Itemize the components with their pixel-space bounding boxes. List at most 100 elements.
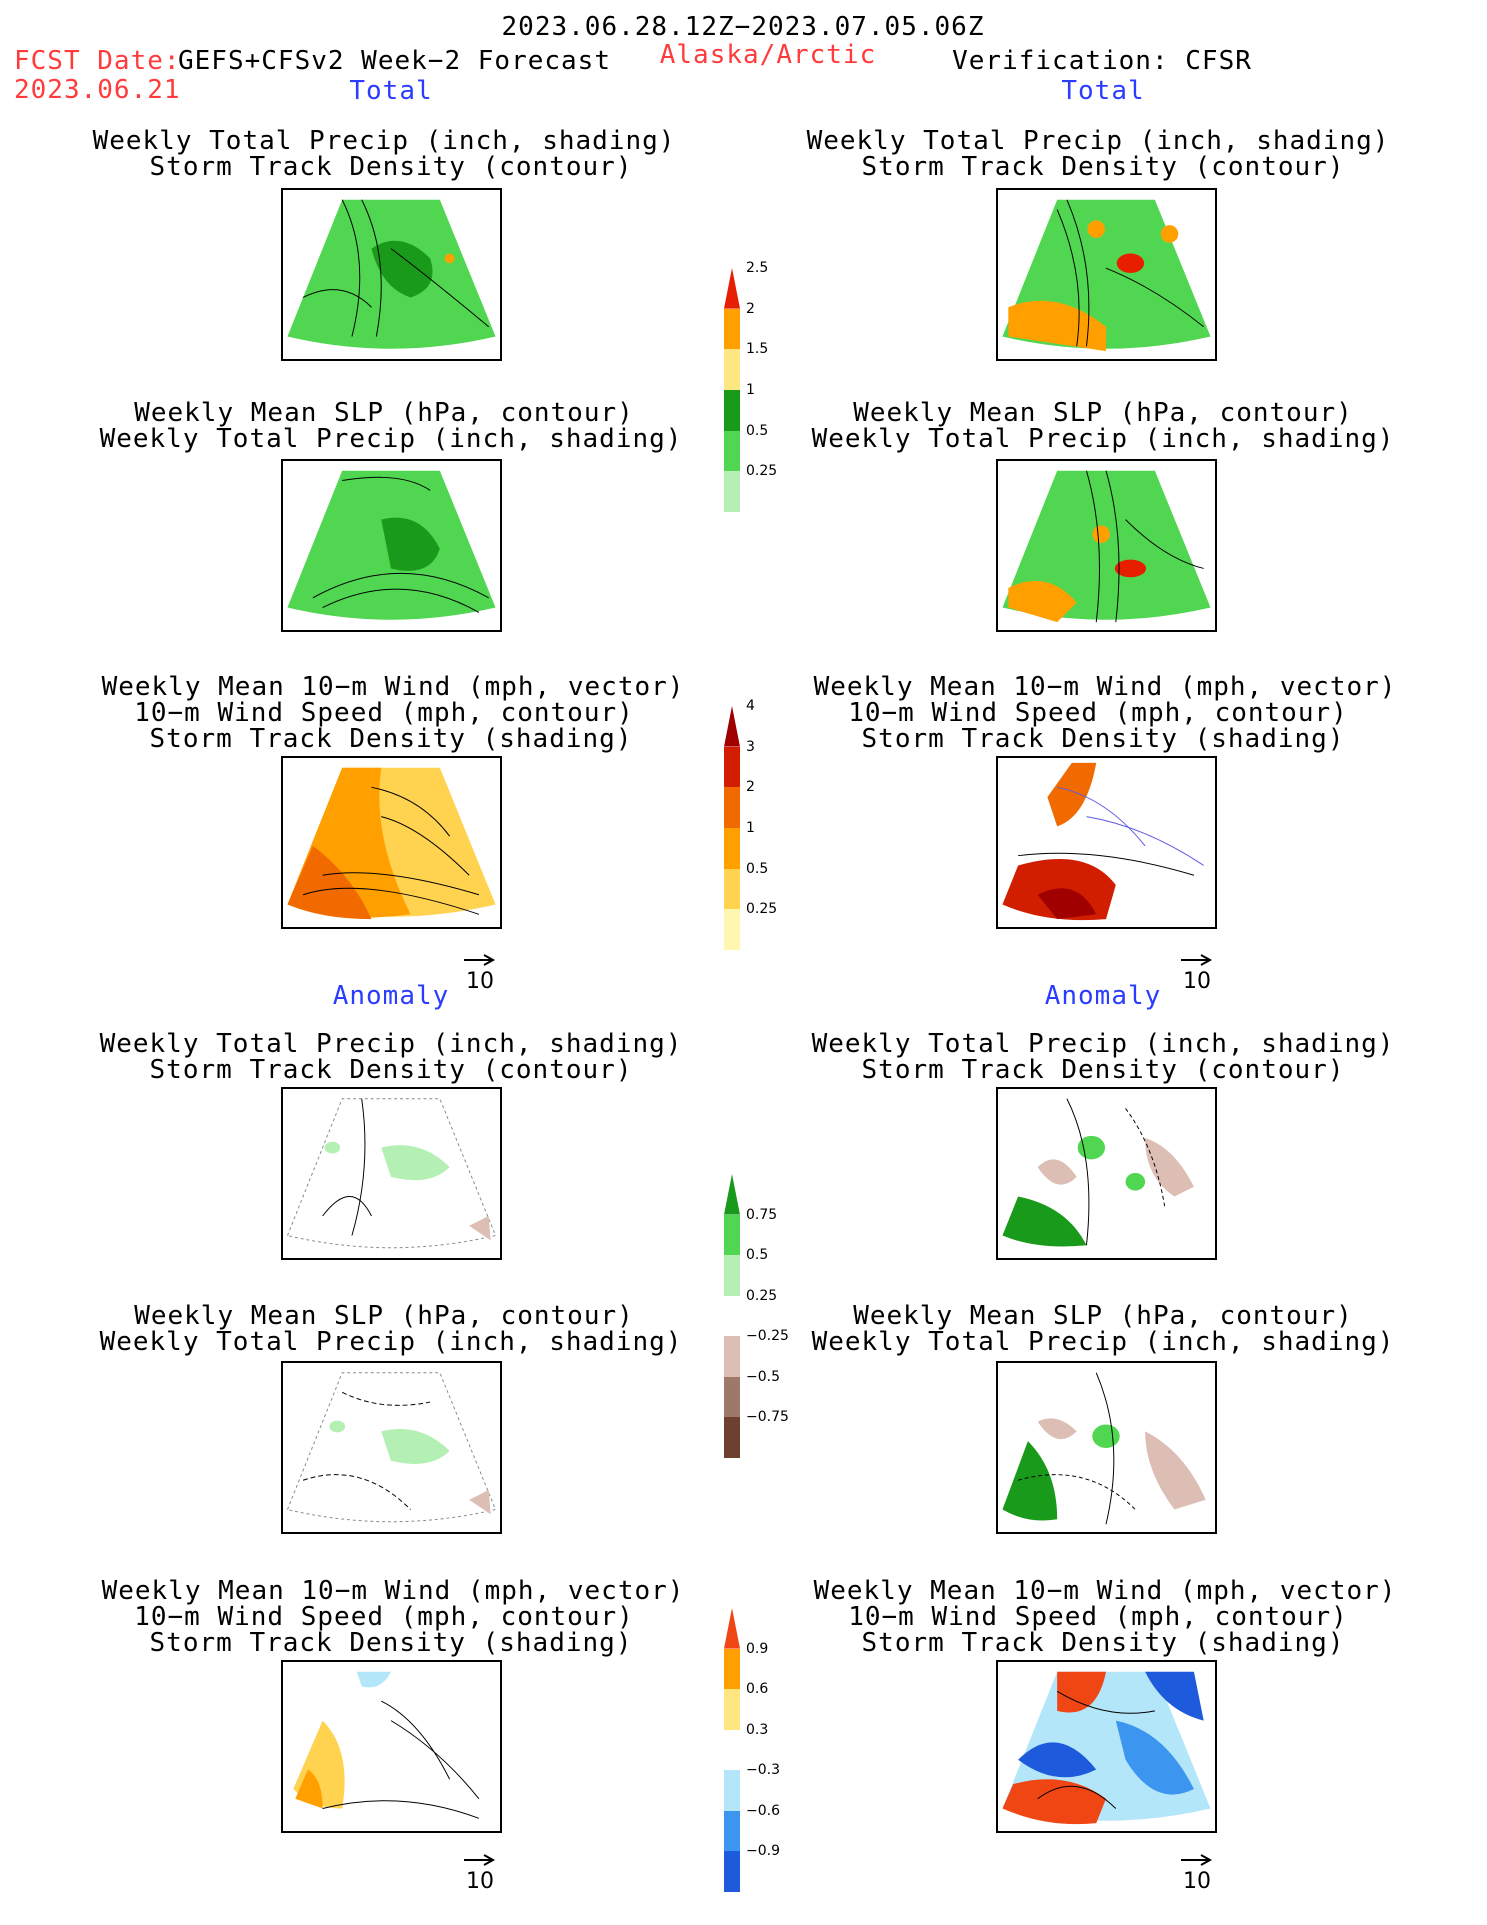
colorbar-precip-total: 0.25 0.5 1 1.5 2 2.5 — [724, 261, 777, 512]
colorbar-segment — [724, 268, 740, 309]
title-line: Storm Track Density (contour) — [149, 152, 633, 182]
colorbar-segment — [724, 1255, 740, 1296]
title-line: Weekly Total Precip (inch, shading) — [806, 126, 1390, 156]
colorbar-segment — [724, 471, 740, 512]
map-panel-precip-track-verif — [996, 188, 1217, 361]
vector-scale-label: 10 — [466, 969, 494, 994]
colorbar-tick-label: 1.5 — [746, 341, 769, 358]
title-line: Weekly Total Precip (inch, shading) — [92, 126, 676, 156]
colorbar-segment — [724, 868, 740, 910]
colorbar-track-anom: −0.9 −0.6 −0.3 0.3 0.6 0.9 — [724, 1608, 780, 1892]
colorbar-tick-label: 0.3 — [746, 1721, 769, 1738]
vector-scale-label: 10 — [1183, 969, 1211, 994]
colorbar-tick-label: 0.25 — [746, 463, 778, 480]
map-panel-slp-precip-anom-fcst — [281, 1361, 502, 1534]
colorbar-segment — [724, 746, 740, 788]
title-line: Weekly Mean 10−m Wind (mph, vector) — [101, 672, 685, 702]
colorbar-precip-anom: −0.75 −0.5 −0.25 0.25 0.5 0.75 — [724, 1174, 789, 1458]
title-line: 10−m Wind Speed (mph, contour) — [848, 1602, 1348, 1632]
title-line: Weekly Mean SLP (hPa, contour) — [853, 398, 1353, 428]
colorbar-segment — [724, 349, 740, 390]
colorbar-segment — [724, 1689, 740, 1730]
colorbar-tick-label: 0.5 — [746, 422, 769, 439]
colorbar-tick-label: −0.6 — [746, 1802, 780, 1819]
colorbar-segment — [724, 308, 740, 350]
colorbar-tick-label: 0.5 — [746, 1247, 769, 1264]
title-line: Storm Track Density (shading) — [861, 1628, 1345, 1658]
colorbar-segment — [724, 1851, 740, 1892]
colorbar-tick-label: −0.75 — [746, 1409, 789, 1426]
title-line: Weekly Total Precip (inch, shading) — [811, 1029, 1395, 1059]
colorbar-segment — [724, 1648, 740, 1690]
map-panel-slp-precip-verif — [996, 459, 1217, 632]
colorbar-segment — [724, 1174, 740, 1215]
colorbar-segment — [724, 1770, 740, 1811]
map-panel-wind-track-fcst — [281, 756, 502, 929]
colorbar-segment — [724, 787, 740, 828]
model-name: GEFS+CFSv2 Week−2 Forecast — [178, 46, 611, 76]
colorbar-segment — [724, 909, 740, 950]
colorbar-tick-label: 3 — [746, 738, 755, 755]
map-panel-precip-track-anom-fcst — [281, 1087, 502, 1260]
colorbar-segment — [724, 1214, 740, 1256]
colorbar-tick-label: 2 — [746, 779, 755, 796]
title-line: Storm Track Density (shading) — [861, 724, 1345, 754]
colorbar-tick-label: 0.75 — [746, 1206, 778, 1223]
colorbar-tick-label: 0.25 — [746, 901, 778, 918]
colorbar-tick-label: 1 — [746, 382, 755, 398]
forecast-period-title: 2023.06.28.12Z−2023.07.05.06Z — [501, 12, 985, 42]
colorbar-tick-label: 0.6 — [746, 1681, 769, 1698]
map-panel-wind-track-verif — [996, 756, 1217, 929]
title-line: Weekly Mean 10−m Wind (mph, vector) — [101, 1576, 685, 1606]
colorbar-segment — [724, 1295, 740, 1337]
colorbar-segment — [724, 430, 740, 472]
verification-label: Verification: CFSR — [952, 46, 1252, 76]
colorbar-tick-label: 2.5 — [746, 260, 769, 276]
colorbar-tick-label: −0.9 — [746, 1843, 780, 1860]
fcst-date-label: FCST Date: — [14, 46, 181, 76]
colorbar-tick-label: 0.25 — [746, 1287, 778, 1304]
colorbar-tick-label: −0.5 — [746, 1368, 780, 1385]
title-line: 10−m Wind Speed (mph, contour) — [134, 698, 634, 728]
colorbar-segment — [724, 1336, 740, 1377]
map-panel-precip-track-fcst — [281, 188, 502, 361]
title-line: Weekly Mean SLP (hPa, contour) — [853, 1301, 1353, 1331]
title-line: Storm Track Density (shading) — [149, 724, 633, 754]
map-panel-wind-track-anom-verif — [996, 1660, 1217, 1833]
colorbar-segment — [724, 1608, 740, 1649]
title-line: Weekly Mean 10−m Wind (mph, vector) — [813, 1576, 1397, 1606]
fcst-date-value: 2023.06.21 — [14, 75, 181, 105]
colorbar-segment — [724, 1376, 740, 1418]
colorbar-segment — [724, 1729, 740, 1771]
title-line: 10−m Wind Speed (mph, contour) — [848, 698, 1348, 728]
title-line: Weekly Total Precip (inch, shading) — [811, 1327, 1395, 1357]
title-line: Storm Track Density (contour) — [149, 1055, 633, 1085]
colorbar-segment — [724, 828, 740, 869]
vector-scale-label: 10 — [466, 1869, 494, 1894]
title-line: Weekly Total Precip (inch, shading) — [811, 424, 1395, 454]
colorbar-tick-label: 1 — [746, 820, 755, 836]
colorbar-tick-label: 0.5 — [746, 860, 769, 877]
map-panel-precip-track-anom-verif — [996, 1087, 1217, 1260]
map-panel-slp-precip-anom-verif — [996, 1361, 1217, 1534]
colorbar-tick-label: 2 — [746, 300, 755, 317]
title-line: Weekly Total Precip (inch, shading) — [99, 1327, 683, 1357]
section-anomaly-left: Anomaly — [332, 981, 450, 1011]
colorbar-segment — [724, 1810, 740, 1852]
title-line: Weekly Total Precip (inch, shading) — [99, 424, 683, 454]
title-line: 10−m Wind Speed (mph, contour) — [134, 1602, 634, 1632]
map-panel-slp-precip-fcst — [281, 459, 502, 632]
title-line: Storm Track Density (contour) — [861, 1055, 1345, 1085]
colorbar-segment — [724, 390, 740, 431]
section-total-left: Total — [349, 76, 433, 106]
vector-scale-label: 10 — [1183, 1869, 1211, 1894]
title-line: Weekly Total Precip (inch, shading) — [99, 1029, 683, 1059]
colorbar-tick-label: −0.25 — [746, 1328, 789, 1345]
title-line: Storm Track Density (shading) — [149, 1628, 633, 1658]
colorbar-tick-label: 0.9 — [746, 1640, 769, 1657]
title-line: Weekly Mean 10−m Wind (mph, vector) — [813, 672, 1397, 702]
map-panel-wind-track-anom-fcst — [281, 1660, 502, 1833]
colorbar-tick-label: 4 — [746, 698, 755, 714]
section-total-right: Total — [1061, 76, 1145, 106]
colorbar-segment — [724, 706, 740, 747]
